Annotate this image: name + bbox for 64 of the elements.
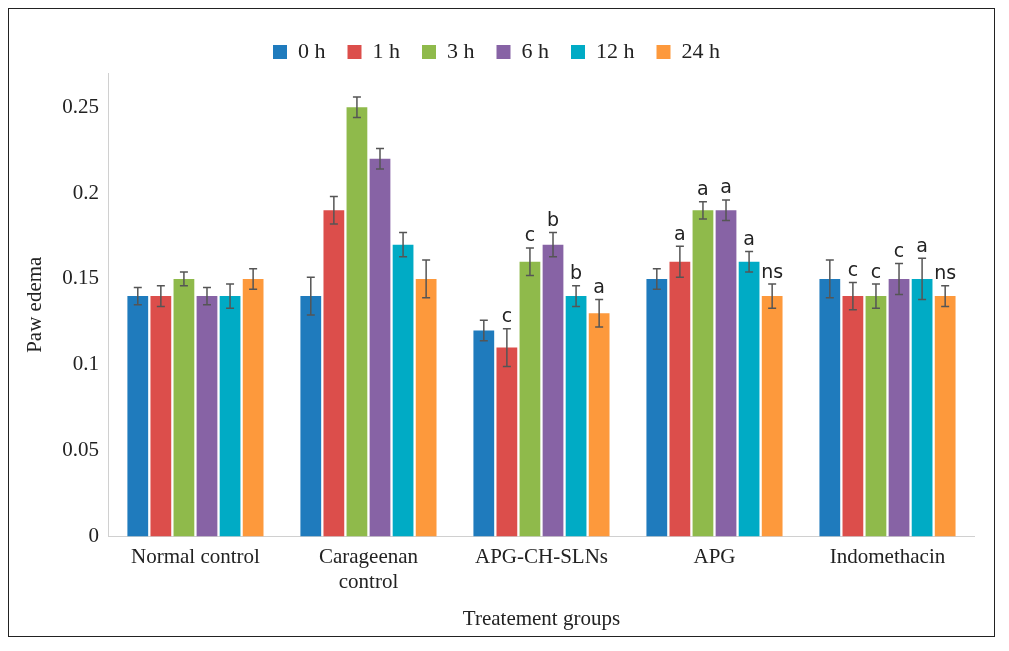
x-tick-label: APG xyxy=(693,543,736,568)
annotation: b xyxy=(570,261,583,284)
bar xyxy=(819,278,841,537)
y-tick-label: 0.1 xyxy=(72,351,99,376)
bar xyxy=(473,330,495,537)
bar xyxy=(346,107,368,537)
y-tick-label: 0.05 xyxy=(62,437,99,462)
bar xyxy=(565,296,587,537)
legend-label: 12 h xyxy=(596,37,635,63)
bar xyxy=(888,278,910,537)
bar xyxy=(196,296,218,537)
y-tick-label: 0.15 xyxy=(62,265,99,290)
annotation: c xyxy=(870,259,882,282)
bar xyxy=(542,244,564,537)
bar xyxy=(369,158,391,537)
bar xyxy=(519,261,541,537)
bar xyxy=(692,210,714,537)
bar xyxy=(496,347,518,537)
bar xyxy=(588,313,610,537)
y-tick-label: 0.2 xyxy=(72,179,99,204)
legend-label: 6 h xyxy=(521,37,549,63)
bar xyxy=(219,296,241,537)
bar xyxy=(738,261,760,537)
annotation: c xyxy=(501,304,513,327)
bar xyxy=(127,296,149,537)
bar xyxy=(323,210,345,537)
annotation: ns xyxy=(934,261,957,284)
bar xyxy=(911,278,933,537)
bar xyxy=(934,296,956,537)
annotation: a xyxy=(720,175,732,198)
annotation: a xyxy=(674,221,686,244)
x-tick-label: Indomethacin xyxy=(829,543,946,568)
y-tick-label: 0 xyxy=(88,522,99,547)
y-tick-label: 0.25 xyxy=(62,93,99,118)
annotation: a xyxy=(593,274,605,297)
bar xyxy=(415,278,437,537)
bar xyxy=(842,296,864,537)
y-axis-title: Paw edema xyxy=(22,255,47,353)
annotation: ns xyxy=(761,259,784,282)
bar xyxy=(865,296,887,537)
x-axis-title: Treatement groups xyxy=(462,605,621,630)
legend-label: 3 h xyxy=(447,37,475,63)
bar xyxy=(173,278,195,537)
bar xyxy=(242,278,264,537)
annotation: c xyxy=(524,223,536,246)
annotation: a xyxy=(743,226,755,249)
bar xyxy=(646,278,668,537)
bar xyxy=(761,296,783,537)
legend-label: 0 h xyxy=(298,37,326,63)
bar xyxy=(300,296,322,537)
x-tick-label: Carageenan control xyxy=(318,543,419,593)
annotation: a xyxy=(697,177,709,200)
x-tick-label: Normal control xyxy=(131,543,261,568)
legend-label: 24 h xyxy=(681,37,720,63)
annotation: c xyxy=(893,238,905,261)
bar xyxy=(715,210,737,537)
annotation: b xyxy=(546,208,560,231)
annotation: c xyxy=(847,257,859,280)
annotation: a xyxy=(916,233,928,256)
x-tick-label: APG-CH-SLNs xyxy=(474,543,608,568)
bar xyxy=(150,296,172,537)
bar xyxy=(392,244,414,537)
legend-label: 1 h xyxy=(372,37,400,63)
bar xyxy=(669,261,691,537)
